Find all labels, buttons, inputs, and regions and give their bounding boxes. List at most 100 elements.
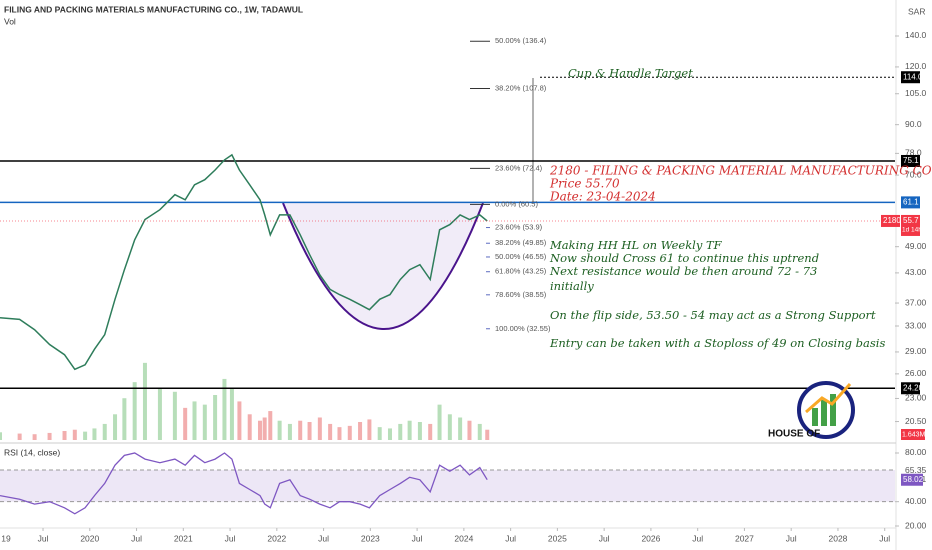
x-tick-label: 2028 bbox=[828, 533, 847, 543]
rsi-level-label: 65.35 bbox=[905, 465, 927, 475]
volume-bar bbox=[122, 398, 127, 440]
note-line: Making HH HL on Weekly TF bbox=[549, 238, 723, 252]
x-tick-label: Jul bbox=[505, 533, 516, 543]
volume-bar bbox=[0, 432, 2, 440]
level-label: 75.1 bbox=[903, 156, 919, 165]
volume-bar bbox=[268, 411, 273, 440]
chart-title: FILING AND PACKING MATERIALS MANUFACTURI… bbox=[4, 4, 303, 14]
rsi-line bbox=[0, 452, 488, 515]
volume-bar bbox=[287, 423, 292, 440]
volume-bar bbox=[358, 422, 363, 440]
logo-text: HOUSE OF bbox=[768, 429, 820, 440]
annotation-line: Price 55.70 bbox=[549, 177, 620, 191]
x-tick-label: Jul bbox=[131, 533, 142, 543]
note-line: initially bbox=[550, 279, 594, 293]
volume-bar bbox=[387, 428, 392, 440]
x-tick-label: 2025 bbox=[548, 533, 567, 543]
y-tick-label: 70.0 bbox=[905, 169, 922, 179]
x-tick-label: Jul bbox=[786, 533, 797, 543]
symbol-label: 2180 bbox=[883, 216, 901, 225]
volume-last-label: 1.643M bbox=[902, 431, 926, 438]
fib-label: 50.00% (136.4) bbox=[495, 36, 547, 45]
rsi-band bbox=[0, 470, 895, 502]
x-tick-label: 2022 bbox=[267, 533, 286, 543]
fib-label: 100.00% (32.55) bbox=[495, 324, 551, 333]
rsi-tag bbox=[901, 473, 923, 486]
x-tick-label: Jul bbox=[599, 533, 610, 543]
logo-arrow bbox=[805, 382, 852, 414]
volume-bar bbox=[298, 420, 303, 440]
volume-bar bbox=[102, 423, 107, 440]
note-line: Now should Cross 61 to continue this upt… bbox=[549, 251, 819, 265]
volume-bar bbox=[317, 417, 322, 440]
volume-bar bbox=[262, 417, 267, 440]
volume-bar bbox=[172, 391, 177, 440]
last-price-label: 55.7 bbox=[903, 216, 919, 225]
volume-bar bbox=[417, 422, 422, 440]
fib-label: 61.80% (43.25) bbox=[495, 267, 547, 276]
y-tick-label: 26.00 bbox=[905, 368, 927, 378]
plot: 140.0 120.0 105.0 90.0 78.0 70.0 49.00 43.00 37.… bbox=[0, 30, 927, 543]
volume-bar bbox=[62, 431, 67, 440]
volume-bar bbox=[72, 429, 77, 440]
x-tick-label: 2027 bbox=[735, 533, 754, 543]
fib-label: 38.20% (107.8) bbox=[495, 83, 547, 92]
volume-bar bbox=[92, 428, 97, 440]
rsi-tick-label: 20.00 bbox=[905, 520, 927, 530]
volume-bar bbox=[192, 401, 197, 440]
note-line: Entry can be taken with a Stoploss of 49… bbox=[549, 336, 885, 350]
volume-bar bbox=[32, 434, 37, 440]
x-tick-label: Jul bbox=[879, 533, 890, 543]
x-tick-label: Jul bbox=[38, 533, 49, 543]
volume-bar bbox=[222, 378, 227, 440]
fib-label: 23.60% (53.9) bbox=[495, 223, 543, 232]
volume-bar bbox=[428, 423, 433, 440]
volume-bar bbox=[247, 414, 252, 440]
volume-bar bbox=[447, 414, 452, 440]
volume-bar bbox=[458, 417, 463, 440]
volume-bar bbox=[183, 407, 188, 440]
x-tick-label: Jul bbox=[225, 533, 236, 543]
x-tick-label: 2026 bbox=[641, 533, 660, 543]
volume-bar bbox=[307, 422, 312, 440]
volume-bar bbox=[328, 423, 333, 440]
volume-bar bbox=[229, 388, 234, 440]
volume-bar bbox=[113, 414, 118, 440]
volume-bar bbox=[132, 382, 137, 440]
target-label: Cup & Handle Target bbox=[568, 66, 693, 80]
y-tick-label: 140.0 bbox=[905, 30, 927, 40]
fib-label: 23.60% (72.4) bbox=[495, 163, 543, 172]
last-price-tag bbox=[901, 214, 920, 236]
volume-bar bbox=[157, 388, 162, 440]
volume-bar bbox=[407, 420, 412, 440]
x-tick-label: 2023 bbox=[361, 533, 380, 543]
rsi-tick-label: 80.00 bbox=[905, 447, 927, 457]
symbol-tag bbox=[881, 214, 900, 227]
logo: HOUSE OF bbox=[768, 381, 855, 440]
fib-label: 78.60% (38.55) bbox=[495, 290, 547, 299]
fib-label: 50.00% (46.55) bbox=[495, 252, 547, 261]
annotation-line: 2180 - FILING & PACKING MATERIAL MANUFAC… bbox=[549, 164, 932, 178]
y-tick-label: 43.00 bbox=[905, 267, 927, 277]
volume-bar bbox=[202, 404, 207, 440]
fib-label: 38.20% (49.85) bbox=[495, 238, 547, 247]
y-tick-label: 120.0 bbox=[905, 61, 927, 71]
volume-label: Vol bbox=[4, 16, 16, 26]
volume-bar bbox=[477, 423, 482, 440]
rsi-title: RSI (14, close) bbox=[4, 447, 60, 457]
y-tick-label: 20.50 bbox=[905, 416, 927, 426]
volume-bar bbox=[47, 432, 52, 440]
volume-bar bbox=[237, 401, 242, 440]
level-tag bbox=[901, 196, 920, 209]
rsi-tick-label: 40.00 bbox=[905, 496, 927, 506]
countdown: 1d 14h bbox=[902, 227, 922, 234]
price-line bbox=[0, 153, 488, 371]
cup-curve bbox=[282, 202, 484, 330]
level-label: 61.1 bbox=[903, 197, 919, 206]
y-tick-label: 90.0 bbox=[905, 119, 922, 129]
x-tick-label: 2021 bbox=[174, 533, 193, 543]
volume-bar bbox=[257, 420, 262, 440]
volume-bar bbox=[398, 423, 403, 440]
